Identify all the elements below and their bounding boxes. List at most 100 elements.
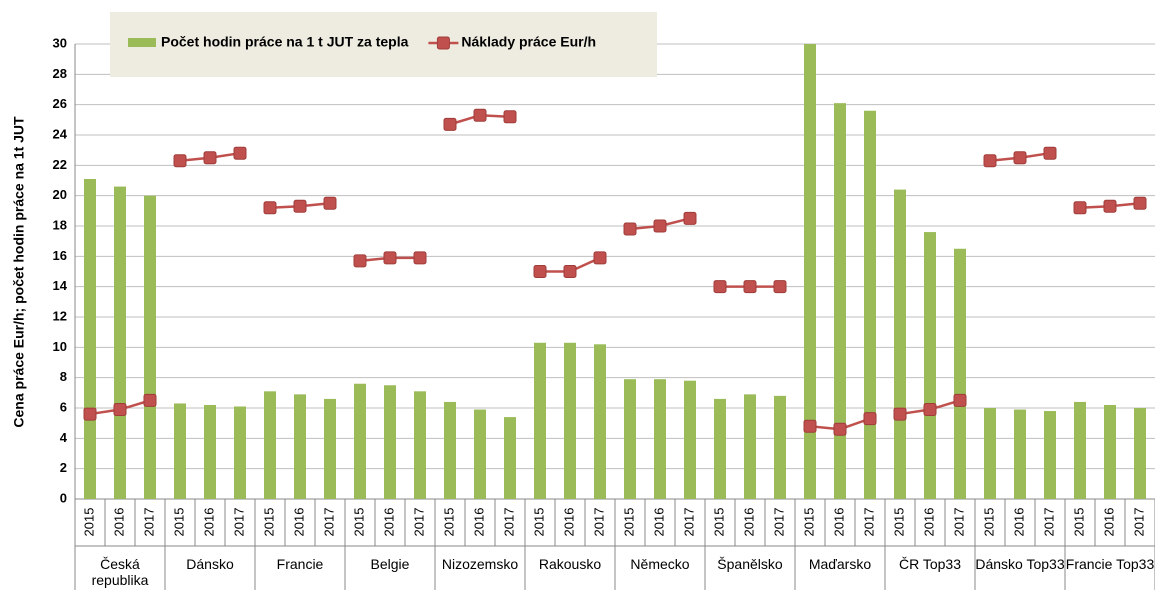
x-tick-label: 2016 (201, 508, 216, 537)
marker (503, 110, 517, 124)
marker (1103, 199, 1117, 213)
x-tick-label: 2017 (501, 508, 516, 537)
x-tick-label: 2016 (651, 508, 666, 537)
marker (1073, 201, 1087, 215)
x-tick-label: 2016 (111, 508, 126, 537)
bar (1014, 409, 1026, 499)
x-tick-label: 2017 (951, 508, 966, 537)
bar (864, 110, 876, 499)
marker (293, 199, 307, 213)
legend-swatch (128, 38, 156, 47)
marker (143, 393, 157, 407)
x-group-label: Česká republika (91, 556, 149, 588)
bar (174, 403, 186, 499)
y-tick-label: 30 (53, 35, 67, 50)
bar (114, 186, 126, 500)
y-tick-label: 6 (60, 399, 67, 414)
marker (323, 196, 337, 210)
marker (1133, 196, 1147, 210)
marker (893, 407, 907, 421)
y-tick-label: 8 (60, 369, 67, 384)
x-tick-label: 2017 (321, 508, 336, 537)
marker (413, 251, 427, 265)
x-group-label: Belgie (370, 556, 410, 572)
x-tick-label: 2015 (1071, 508, 1086, 537)
marker (743, 280, 757, 294)
marker (173, 154, 187, 168)
bar (444, 401, 456, 499)
x-tick-label: 2017 (591, 508, 606, 537)
x-tick-label: 2016 (741, 508, 756, 537)
bar (1104, 404, 1116, 499)
marker (1013, 151, 1027, 165)
bar (354, 383, 366, 499)
y-tick-label: 20 (53, 187, 67, 202)
bar (144, 195, 156, 499)
x-group-label: Francie Top33 (1065, 556, 1155, 572)
x-tick-label: 2017 (411, 508, 426, 537)
bar (504, 417, 516, 499)
x-tick-label: 2015 (261, 508, 276, 537)
marker (533, 265, 547, 278)
bar (594, 344, 606, 499)
x-tick-label: 2016 (291, 508, 306, 537)
marker (683, 211, 697, 225)
legend-swatch (436, 36, 450, 50)
legend-label: Počet hodin práce na 1 t JUT za tepla (161, 34, 409, 50)
bar (84, 178, 96, 499)
bar (654, 379, 666, 499)
marker (443, 117, 457, 131)
y-tick-label: 14 (53, 278, 68, 293)
x-tick-label: 2015 (621, 508, 636, 537)
marker (563, 265, 577, 278)
bar (774, 395, 786, 499)
bar (714, 398, 726, 499)
marker (353, 254, 367, 268)
x-group-label: Maďarsko (808, 556, 872, 572)
x-group-label: Dánsko (186, 556, 234, 572)
marker (653, 219, 667, 233)
bar (474, 409, 486, 499)
x-tick-label: 2015 (801, 508, 816, 537)
x-tick-label: 2017 (141, 508, 156, 537)
y-tick-label: 24 (53, 126, 68, 141)
y-axis-label: Cena práce Eur/h; počet hodin práce na 1… (11, 116, 27, 428)
marker (263, 201, 277, 215)
marker (833, 422, 847, 436)
bar (984, 408, 996, 499)
x-group-label: Španělsko (717, 556, 783, 572)
y-tick-label: 16 (53, 248, 67, 263)
x-tick-label: 2017 (231, 508, 246, 537)
bar (684, 380, 696, 499)
marker (233, 146, 247, 160)
x-tick-label: 2017 (771, 508, 786, 537)
bar (234, 406, 246, 499)
marker (1043, 146, 1057, 160)
x-tick-label: 2016 (831, 508, 846, 537)
bar (534, 342, 546, 499)
x-tick-label: 2015 (351, 508, 366, 537)
y-tick-label: 18 (53, 217, 67, 232)
legend-box (110, 12, 657, 77)
x-group-label: ČR Top33 (898, 556, 961, 572)
x-tick-label: 2015 (981, 508, 996, 537)
bar (294, 394, 306, 499)
marker (83, 407, 97, 421)
x-tick-label: 2016 (471, 508, 486, 537)
x-tick-label: 2017 (861, 508, 876, 537)
bar (744, 394, 756, 499)
y-tick-label: 10 (53, 339, 67, 354)
x-tick-label: 2017 (1131, 508, 1146, 537)
marker (623, 222, 637, 236)
bar (324, 398, 336, 499)
x-tick-label: 2017 (681, 508, 696, 537)
bar (924, 232, 936, 500)
marker (713, 280, 727, 294)
x-tick-label: 2015 (171, 508, 186, 537)
x-group-label: Francie (276, 556, 324, 572)
x-group-label: Rakousko (538, 556, 602, 572)
x-tick-label: 2017 (1041, 508, 1056, 537)
x-tick-label: 2016 (381, 508, 396, 537)
